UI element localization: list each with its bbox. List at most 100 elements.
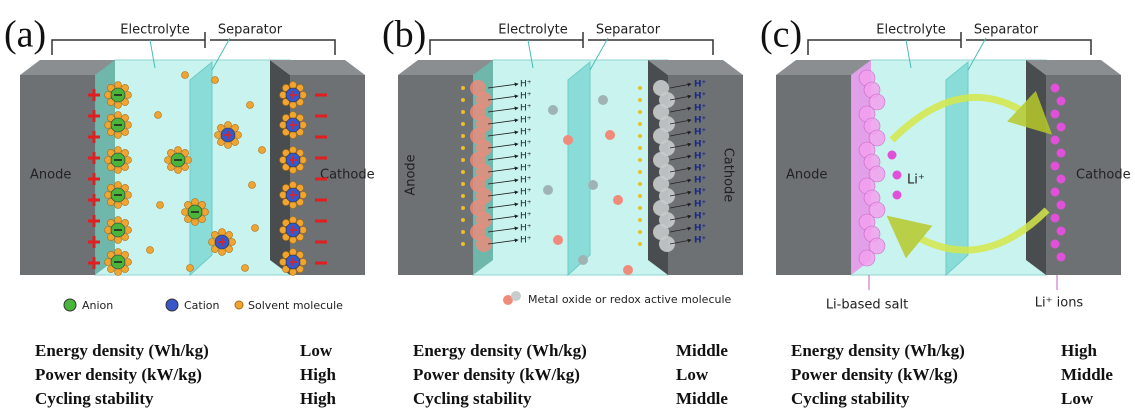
adsorbed-molecule	[659, 92, 675, 108]
solvent-shell	[191, 198, 199, 206]
property-name: Energy density (Wh/kg)	[413, 341, 587, 360]
solvent-shell	[107, 149, 115, 157]
transfer-arrow	[487, 106, 519, 113]
adsorbed-molecule	[653, 152, 669, 168]
solvent-shell	[184, 215, 192, 223]
ion-sign	[289, 91, 297, 99]
legend-redox-icon	[511, 291, 521, 301]
transfer-arrow	[669, 106, 692, 113]
solvent-shell	[121, 114, 129, 122]
positive-charge	[88, 173, 100, 185]
solvent-shell	[114, 201, 122, 209]
solvent-shell	[184, 156, 192, 164]
proton-label: H⁺	[694, 104, 707, 114]
positive-charge	[88, 131, 100, 143]
proton-label: H⁺	[520, 128, 532, 138]
surface-site	[461, 134, 465, 138]
surface-site	[638, 182, 642, 186]
solvent-shell	[299, 121, 307, 129]
property-level: Low	[300, 341, 333, 360]
adsorbed-molecule	[476, 236, 492, 252]
legend-solvent-icon	[234, 300, 244, 310]
solvent-shell	[299, 156, 307, 164]
transfer-arrow	[487, 166, 519, 173]
solvent-shell	[282, 163, 290, 171]
surface-site	[461, 110, 465, 114]
solvent-shell	[107, 265, 115, 273]
adsorbed-molecule	[470, 80, 486, 96]
transfer-arrow	[669, 190, 692, 197]
solvent-shell	[289, 111, 297, 119]
positive-charge	[88, 236, 100, 248]
solvent-shell	[164, 156, 172, 164]
adsorbed-molecule	[659, 164, 675, 180]
proton-label: H⁺	[694, 140, 707, 150]
solvent-shell	[289, 201, 297, 209]
solvent-shell	[217, 138, 225, 146]
solvent-shell	[198, 215, 206, 223]
adsorbed-molecule	[653, 104, 669, 120]
solvent-shell	[296, 184, 304, 192]
property-level: High	[1061, 341, 1097, 360]
solvent-shell	[114, 268, 122, 276]
property-level: High	[300, 365, 336, 384]
solvent-shell	[121, 163, 129, 171]
adsorbed-molecule	[659, 116, 675, 132]
salt-label: Li-based salt	[826, 298, 908, 313]
surface-site	[638, 218, 642, 222]
proton-label: H⁺	[694, 152, 707, 162]
adsorbed-molecule	[653, 176, 669, 192]
separator-pointer	[589, 37, 609, 71]
solvent-shell	[114, 131, 122, 139]
property-name: Power density (kW/kg)	[35, 365, 202, 384]
solvent-shell	[289, 268, 297, 276]
salt-layer	[868, 165, 886, 183]
solvent-shell	[107, 219, 115, 227]
solvent-shell	[299, 258, 307, 266]
proton-label: H⁺	[694, 92, 707, 102]
property-name: Energy density (Wh/kg)	[791, 341, 965, 360]
property-level: Low	[676, 365, 709, 384]
proton-label: H⁺	[520, 152, 532, 162]
inserted-ion	[1056, 200, 1066, 210]
solvent-shell	[296, 114, 304, 122]
solvent-shell	[231, 124, 239, 132]
proton-label: H⁺	[694, 80, 707, 90]
adsorbed-molecule	[470, 128, 486, 144]
solvent-shell	[124, 156, 132, 164]
inserted-ion	[1056, 174, 1066, 184]
solvent-shell	[198, 201, 206, 209]
anode-top	[20, 60, 115, 75]
property-name: Energy density (Wh/kg)	[35, 341, 209, 360]
solvent-shell	[296, 251, 304, 259]
solvent-shell	[121, 251, 129, 259]
solvent-shell	[217, 124, 225, 132]
transfer-arrow	[669, 178, 692, 185]
separator	[567, 60, 591, 277]
proton-label: H⁺	[694, 236, 707, 246]
cathode-block	[290, 75, 365, 275]
adsorbed-molecule	[476, 92, 492, 108]
solvent-shell	[174, 166, 182, 174]
solvent-shell	[107, 163, 115, 171]
ion-sign	[289, 191, 297, 199]
solvent-shell	[282, 184, 290, 192]
solvent-shell	[114, 166, 122, 174]
solvent-shell	[104, 258, 112, 266]
adsorbed-molecule	[470, 224, 486, 240]
positive-charge	[88, 215, 100, 227]
inserted-ion	[1050, 161, 1060, 171]
solvent-shell	[218, 228, 226, 236]
adsorbed-molecule	[476, 116, 492, 132]
solvent-shell	[279, 156, 287, 164]
surface-site	[461, 170, 465, 174]
property-name: Cycling stability	[413, 389, 532, 408]
solvent-shell	[121, 265, 129, 273]
anode-block	[398, 75, 473, 275]
inserted-ion	[1050, 239, 1060, 249]
surface-site	[461, 122, 465, 126]
inserted-ion	[1056, 252, 1066, 262]
transfer-arrow	[487, 154, 519, 161]
legend-cation-icon	[165, 298, 179, 312]
surface-site	[461, 86, 465, 90]
